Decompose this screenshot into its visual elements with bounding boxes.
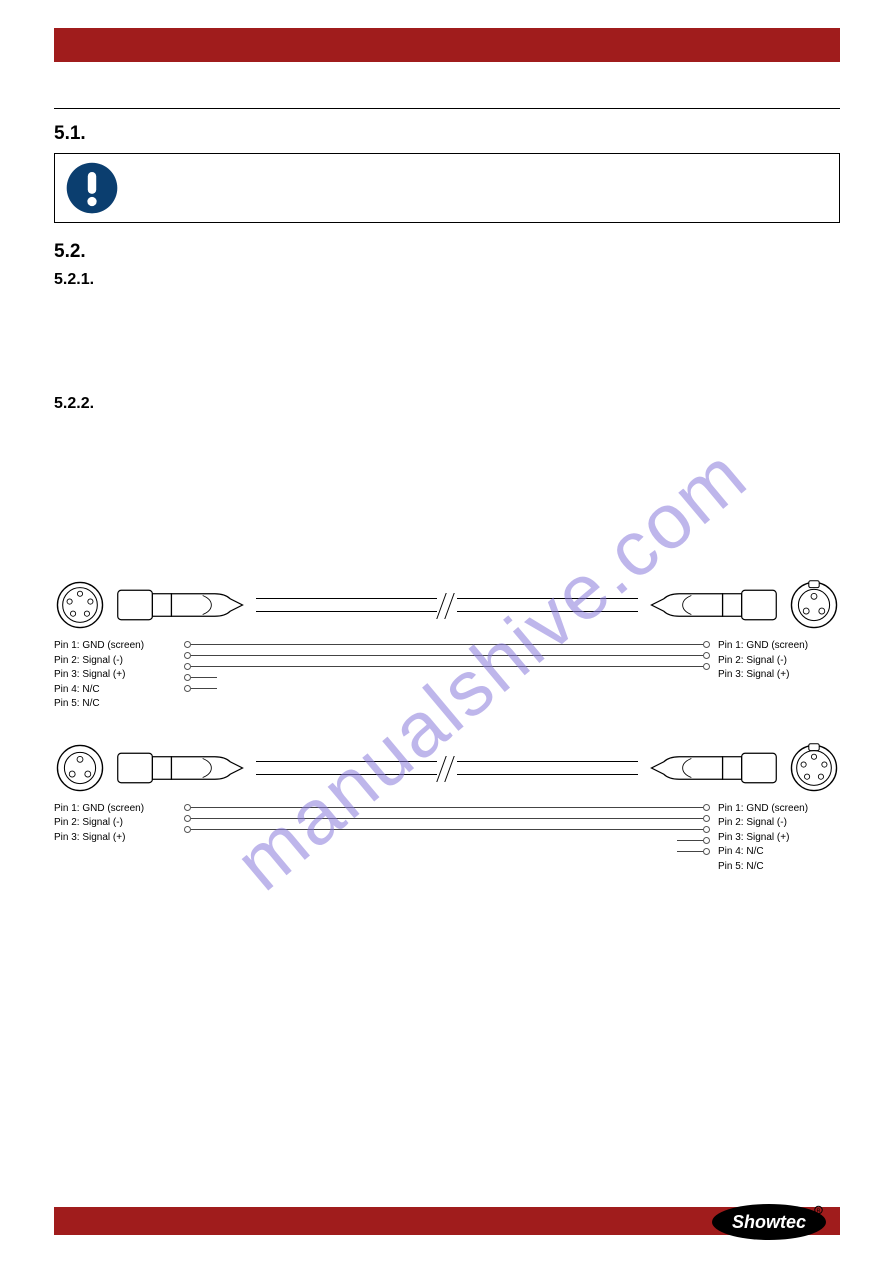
showtec-logo: Showtec R <box>709 1199 829 1245</box>
cable-figure-5to3: Pin 1: GND (screen) Pin 2: Signal (-) Pi… <box>54 579 840 712</box>
pin-label: Pin 1: GND (screen) <box>54 802 184 817</box>
pin-label: Pin 2: Signal (-) <box>718 654 840 669</box>
section-5-2: 5.2. <box>54 241 840 263</box>
section-5-1: 5.1. <box>54 123 840 145</box>
pin-label: Pin 4: N/C <box>54 683 184 698</box>
pin-label: Pin 2: Signal (-) <box>718 816 840 831</box>
xlr-plug-right-icon <box>648 743 778 793</box>
pin-label: Pin 3: Signal (+) <box>54 668 184 683</box>
svg-text:R: R <box>817 1209 821 1215</box>
cable-line <box>256 598 638 612</box>
pin-label: Pin 2: Signal (-) <box>54 654 184 669</box>
xlr-3pin-end-icon <box>54 742 106 794</box>
cable-figure-3to5: Pin 1: GND (screen) Pin 2: Signal (-) Pi… <box>54 742 840 875</box>
xlr-5pin-end-icon <box>788 742 840 794</box>
cable-break-icon <box>437 593 457 619</box>
section-5-2-2: 5.2.2. <box>54 395 840 413</box>
attention-icon <box>65 161 119 215</box>
pin-wires <box>184 639 710 712</box>
header-bar <box>54 28 840 62</box>
section-5-2-1: 5.2.1. <box>54 271 840 289</box>
xlr-plug-left-icon <box>116 743 246 793</box>
pin-label: Pin 3: Signal (+) <box>54 831 184 846</box>
section-rule <box>54 108 840 109</box>
cable-break-icon <box>437 756 457 782</box>
xlr-5pin-end-icon <box>54 579 106 631</box>
pin-labels-right: Pin 1: GND (screen) Pin 2: Signal (-) Pi… <box>710 639 840 712</box>
pin-label: Pin 2: Signal (-) <box>54 816 184 831</box>
pin-label: Pin 5: N/C <box>54 697 184 712</box>
xlr-3pin-end-icon <box>788 579 840 631</box>
logo-text: Showtec <box>732 1212 806 1232</box>
pin-label: Pin 1: GND (screen) <box>54 639 184 654</box>
page-content: 5.1. 5.2. 5.2.1. 5.2.2. <box>54 100 840 904</box>
pin-label: Pin 3: Signal (+) <box>718 831 840 846</box>
pin-label: Pin 4: N/C <box>718 845 840 860</box>
pin-label: Pin 1: GND (screen) <box>718 802 840 817</box>
warning-box <box>54 153 840 223</box>
xlr-plug-right-icon <box>648 580 778 630</box>
xlr-plug-left-icon <box>116 580 246 630</box>
pin-labels-left: Pin 1: GND (screen) Pin 2: Signal (-) Pi… <box>54 802 184 875</box>
pin-wires <box>184 802 710 875</box>
pin-label: Pin 1: GND (screen) <box>718 639 840 654</box>
pin-label: Pin 5: N/C <box>718 860 840 875</box>
pin-label: Pin 3: Signal (+) <box>718 668 840 683</box>
cable-line <box>256 761 638 775</box>
pin-labels-right: Pin 1: GND (screen) Pin 2: Signal (-) Pi… <box>710 802 840 875</box>
pin-labels-left: Pin 1: GND (screen) Pin 2: Signal (-) Pi… <box>54 639 184 712</box>
